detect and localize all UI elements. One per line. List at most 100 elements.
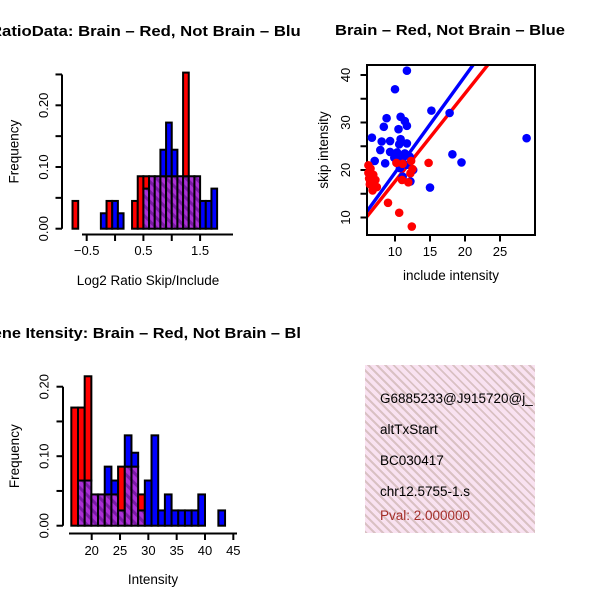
hist-bar-red xyxy=(71,199,80,230)
chart-title: Brain – Red, Not Brain – Blue xyxy=(335,22,565,39)
fit-line-blue xyxy=(368,66,475,213)
scatter-point-red xyxy=(392,158,401,168)
scatter-point-red xyxy=(424,158,433,168)
x-tick-label: 20 xyxy=(458,244,472,259)
fit-line-red xyxy=(368,66,490,218)
hist-bar-blue xyxy=(170,509,180,527)
hist-bar-red xyxy=(182,71,190,178)
x-tick-label: −0.5 xyxy=(74,243,100,258)
hist-bar-red xyxy=(76,406,86,482)
accession-text: BC030417 xyxy=(380,453,444,468)
y-tick-label: 0.00 xyxy=(36,216,51,241)
hist-bar-blue xyxy=(157,509,166,527)
x-tick-label: 35 xyxy=(169,543,183,558)
y-tick-label: 0.20 xyxy=(36,93,51,118)
scatter-point-blue xyxy=(445,108,454,118)
scatter-point-red xyxy=(398,159,408,169)
x-tick-label: 10 xyxy=(388,244,402,259)
hist-bar-overlap xyxy=(76,479,86,527)
scatter-point-red xyxy=(404,178,413,187)
scatter-point-blue xyxy=(377,137,387,146)
hist-bar-red xyxy=(70,406,79,527)
scatter-point-blue xyxy=(394,124,403,134)
x-tick-label: 40 xyxy=(198,543,212,558)
hist-bar-blue xyxy=(177,509,186,527)
scatter-point-blue xyxy=(380,159,390,168)
scatter-point-red xyxy=(406,156,416,166)
x-tick-label: 45 xyxy=(226,543,240,558)
hist-bar-blue xyxy=(130,451,140,468)
hist-bar-overlap xyxy=(103,493,113,527)
hist-bar-blue xyxy=(150,434,160,527)
y-tick-label: 0.00 xyxy=(37,513,52,538)
scatter-point-blue xyxy=(402,66,412,76)
hist-bar-blue xyxy=(217,509,227,527)
gene-intensity-histogram: 0.00 0.10 0.20 20 25 30 35 40 45 Frequency Intensi… xyxy=(0,325,320,587)
hist-bar-blue xyxy=(123,434,133,468)
y-tick-label: 20 xyxy=(338,163,353,177)
hist-bar-blue xyxy=(170,148,179,178)
info-box: G6885233@J915720@j_ altTxStart BC030417 … xyxy=(365,365,535,533)
chart-title: Gene Itensity: Brain – Red, Not Brain – … xyxy=(0,325,320,342)
chart-title: RatioData: Brain – Red, Not Brain – Blue xyxy=(0,23,310,40)
log2-ratio-histogram: 0.00 0.10 0.20 −0.5 0.5 1.5 Frequency Log2 Rati… xyxy=(0,23,310,288)
scatter-point-blue xyxy=(394,140,404,149)
scatter-point-blue xyxy=(390,84,400,94)
hist-bar-overlap xyxy=(83,479,93,527)
scatter-point-red xyxy=(407,222,417,231)
hist-bar-overlap xyxy=(123,465,133,527)
hist-bar-overlap xyxy=(117,509,126,527)
hist-bar-overlap xyxy=(130,465,140,527)
hist-bar-blue xyxy=(103,465,113,496)
y-tick-label: 0.10 xyxy=(36,154,51,179)
scatter-point-blue xyxy=(402,121,412,131)
hist-bar-blue xyxy=(110,479,120,496)
y-axis-title: Frequency xyxy=(7,119,22,183)
hist-bar-blue xyxy=(190,509,200,527)
scatter-point-blue xyxy=(379,122,389,132)
hist-bar-blue xyxy=(210,187,219,230)
x-axis-title: Intensity xyxy=(128,572,179,587)
y-axis-title: Frequency xyxy=(7,424,22,488)
scatter-point-blue xyxy=(376,145,385,155)
pval-text: Pval: 2.000000 xyxy=(380,508,471,523)
y-tick-label: 0.20 xyxy=(37,374,52,399)
x-tick-label: 0.5 xyxy=(134,243,152,258)
x-tick-label: 30 xyxy=(141,543,155,558)
scatter-point-red xyxy=(394,208,404,218)
hist-bar-blue xyxy=(116,212,125,230)
x-axis-title: Log2 Ratio Skip/Include xyxy=(77,273,220,288)
x-axis-title: include intensity xyxy=(403,268,499,283)
locus-text: chr12.5755-1.s xyxy=(380,484,471,499)
scatter-point-red xyxy=(383,198,393,208)
scatter-point-blue xyxy=(402,139,412,148)
scatter-point-blue xyxy=(427,106,436,115)
scatter-point-blue xyxy=(522,133,531,143)
scatter-point-red xyxy=(368,186,377,195)
y-tick-label: 10 xyxy=(338,210,353,224)
hist-bar-overlap xyxy=(137,509,146,527)
scatter-point-blue xyxy=(457,158,466,167)
y-axis-title: skip intensity xyxy=(316,111,331,189)
hist-bar-red xyxy=(83,375,93,482)
scatter-point-blue xyxy=(425,183,435,192)
hist-bar-overlap xyxy=(90,493,100,527)
x-tick-label: 25 xyxy=(493,244,507,259)
hist-bar-red xyxy=(137,493,146,512)
hist-bar-blue xyxy=(183,509,193,527)
event-type-text: altTxStart xyxy=(380,422,438,437)
x-tick-label: 15 xyxy=(423,244,437,259)
hist-bar-blue xyxy=(163,493,173,527)
x-tick-label: 1.5 xyxy=(191,243,209,258)
y-tick-label: 30 xyxy=(338,115,353,129)
y-tick-label: 40 xyxy=(338,68,353,82)
y-tick-label: 0.10 xyxy=(37,444,52,469)
scatter-point-blue xyxy=(448,150,457,159)
hist-bar-overlap xyxy=(97,493,106,527)
scatter-point-blue xyxy=(370,156,380,166)
scatter-point-blue xyxy=(367,133,377,142)
scatter-point-red xyxy=(406,169,415,178)
scatter-point-blue xyxy=(382,113,391,123)
hist-bar-overlap xyxy=(110,493,120,527)
